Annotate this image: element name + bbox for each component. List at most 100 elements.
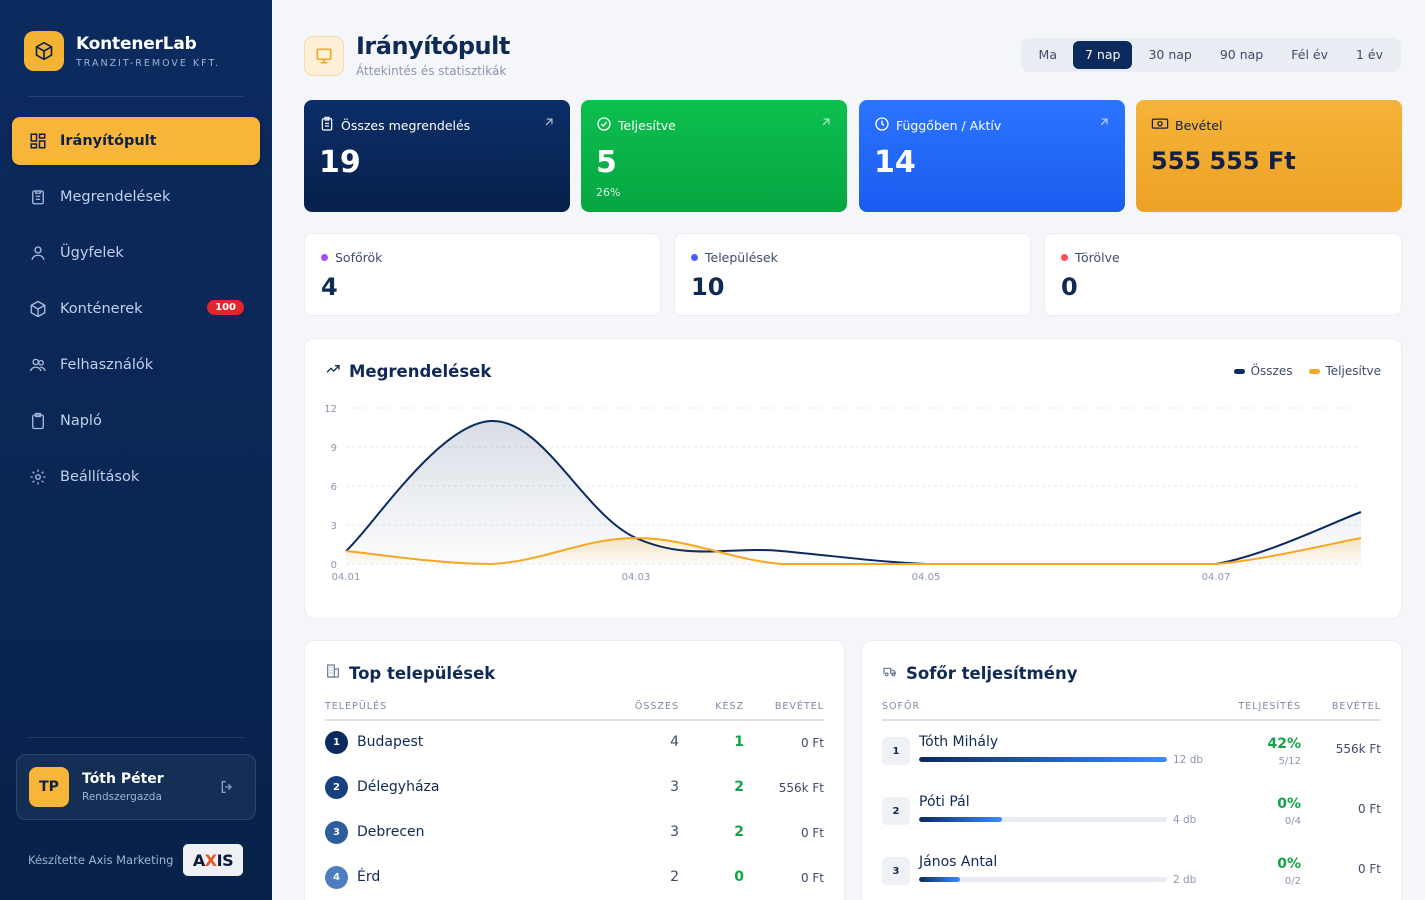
box-logo-icon [24,31,64,71]
brand-subtitle: TRANZIT-REMOVE KFT. [76,57,221,69]
mini-card-towns[interactable]: Települések 10 [674,233,1031,316]
progress-track [919,817,1167,822]
legend-swatch [1233,368,1245,374]
period-7d-button[interactable]: 7 nap [1072,41,1133,69]
period-90d-button[interactable]: 90 nap [1219,47,1264,62]
table-row[interactable]: 1 Tóth Mihály 12 db 42% 5/12 556k Ft [882,734,1381,782]
top-towns-card: Top települések TELEPÜLÉS ÖSSZES KÉSZ BE… [304,640,845,900]
driver-name: Tóth Mihály [919,734,999,750]
stat-value: 555 555 Ft [1151,147,1296,175]
legend-item-completed[interactable]: Teljesítve [1308,364,1381,378]
drivers-table-header: SOFŐR TELJESÍTÉS BEVÉTEL [882,699,1381,721]
table-row[interactable]: 3 Debrecen 3 2 0 Ft [325,821,824,866]
sidebar-item-orders[interactable]: Megrendelések [12,173,260,221]
rank-badge: 2 [325,776,348,799]
mini-label: Települések [705,250,778,265]
box-icon [29,300,47,318]
stat-value: 5 [596,145,617,180]
stat-card-completed[interactable]: Teljesítve 5 26% [581,100,847,212]
stat-value: 19 [319,145,361,180]
banknote-icon [1151,116,1175,135]
chart-title: Megrendelések [325,361,491,381]
stat-label: Bevétel [1175,118,1223,133]
logout-icon[interactable] [219,779,235,799]
rank-badge: 1 [882,737,910,765]
mini-label: Sofőrök [335,250,383,265]
table-row[interactable]: 1 Budapest 4 1 0 Ft [325,731,824,776]
period-1y-button[interactable]: 1 év [1355,47,1383,62]
y-tick-label: 0 [331,560,337,571]
red-dot-icon [1061,254,1068,261]
table-row[interactable]: 3 János Antal 2 db 0% 0/2 0 Ft [882,854,1381,900]
divider [28,737,244,738]
chart-legend: Összes Teljesítve [1218,364,1381,378]
stat-card-total-orders[interactable]: Összes megrendelés 19 [304,100,570,212]
containers-count-badge: 100 [207,300,244,315]
sidebar-item-settings[interactable]: Beállítások [12,453,260,501]
log-icon [29,412,47,430]
stat-label: Függőben / Aktív [896,118,1002,133]
page-subtitle: Áttekintés és statisztikák [356,64,507,78]
mini-value: 4 [321,273,338,301]
driver-count: 2 db [1173,874,1197,886]
mini-value: 10 [691,273,725,301]
town-revenue: 0 Ft [800,826,824,840]
town-done: 2 [734,824,744,840]
progress-track [919,757,1167,762]
town-name: Érd [357,869,381,885]
clipboard-icon [29,188,47,206]
x-tick-label: 04.03 [622,572,651,583]
driver-fraction: 0/4 [1284,816,1301,827]
town-revenue: 0 Ft [800,736,824,750]
user-card[interactable]: TP Tóth Péter Rendszergazda [16,754,256,820]
sidebar-item-containers[interactable]: Konténerek 100 [12,285,260,333]
brand[interactable]: KontenerLab TRANZIT-REMOVE KFT. [24,31,220,71]
table-row[interactable]: 4 Érd 2 0 0 Ft [325,866,824,900]
sidebar-item-dashboard[interactable]: Irányítópult [12,117,260,165]
page-title: Irányítópult [356,32,510,60]
legend-item-total[interactable]: Összes [1233,364,1293,378]
blue-dot-icon [691,254,698,261]
sidebar-item-label: Felhasználók [60,357,154,373]
period-30d-button[interactable]: 30 nap [1148,47,1192,62]
sidebar-item-users[interactable]: Felhasználók [12,341,260,389]
towns-table-header: TELEPÜLÉS ÖSSZES KÉSZ BEVÉTEL [325,699,824,721]
users-icon [29,356,47,374]
y-tick-label: 9 [331,443,337,454]
series-line-completed[interactable] [345,536,1362,566]
axis-logo-a: A [192,850,205,870]
sidebar-item-label: Napló [60,413,102,429]
sidebar-item-log[interactable]: Napló [12,397,260,445]
col-revenue: BEVÉTEL [774,701,824,712]
col-performance: TELJESÍTÉS [1238,701,1301,712]
mini-card-deleted[interactable]: Törölve 0 [1044,233,1402,316]
town-total: 2 [670,869,679,885]
period-today-button[interactable]: Ma [1038,47,1057,62]
town-done: 0 [734,869,744,885]
table-row[interactable]: 2 Póti Pál 4 db 0% 0/4 0 Ft [882,794,1381,842]
stat-percent: 26% [596,186,621,199]
stat-card-revenue[interactable]: Bevétel 555 555 Ft [1136,100,1402,212]
arrow-up-right-icon [819,114,833,133]
sidebar-item-customers[interactable]: Ügyfelek [12,229,260,277]
col-town: TELEPÜLÉS [325,701,388,712]
y-tick-label: 12 [324,404,337,415]
sidebar-item-label: Megrendelések [60,189,171,205]
stat-value: 14 [874,145,916,180]
axis-logo[interactable]: A X IS [183,844,243,876]
town-total: 3 [670,779,679,795]
period-half-year-button[interactable]: Fél év [1291,47,1328,62]
series-area-completed [346,538,1361,564]
mini-card-drivers[interactable]: Sofőrök 4 [304,233,661,316]
x-tick-label: 04.01 [332,572,361,583]
orders-chart-card: 0 3 6 9 12 04.01 04.03 04.05 04.07 Megrendelések… [304,338,1402,619]
purple-dot-icon [321,254,328,261]
progress-bar [919,877,961,882]
driver-revenue: 556k Ft [1335,742,1381,756]
period-selector: Ma 7 nap 30 nap 90 nap Fél év 1 év [1020,38,1401,72]
table-row[interactable]: 2 Délegyháza 3 2 556k Ft [325,776,824,821]
stat-card-pending[interactable]: Függőben / Aktív 14 [859,100,1125,212]
driver-name: Póti Pál [919,794,970,810]
driver-count: 4 db [1173,814,1197,826]
chart-title-text: Megrendelések [349,361,492,381]
